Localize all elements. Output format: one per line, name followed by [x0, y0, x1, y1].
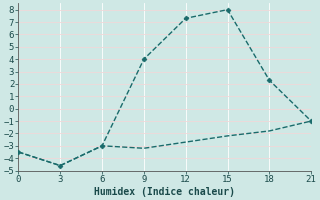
- X-axis label: Humidex (Indice chaleur): Humidex (Indice chaleur): [94, 186, 235, 197]
